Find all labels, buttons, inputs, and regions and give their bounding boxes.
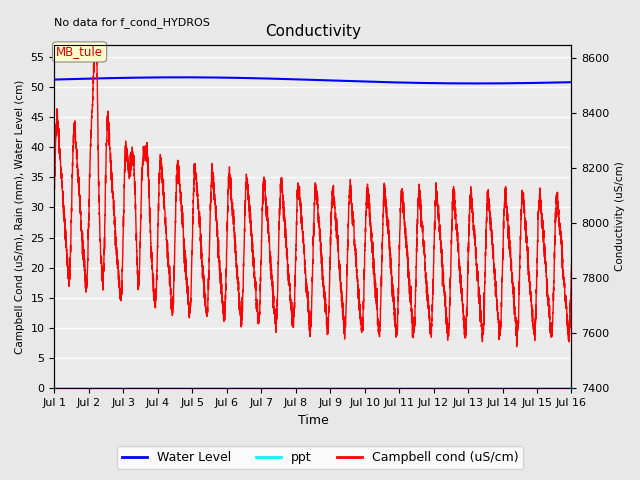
Y-axis label: Campbell Cond (uS/m), Rain (mm), Water Level (cm): Campbell Cond (uS/m), Rain (mm), Water L… [15,79,25,354]
Y-axis label: Conductivity (uS/cm): Conductivity (uS/cm) [615,162,625,271]
Title: Conductivity: Conductivity [265,24,361,39]
Legend: Water Level, ppt, Campbell cond (uS/cm): Water Level, ppt, Campbell cond (uS/cm) [116,446,524,469]
Text: MB_tule: MB_tule [56,46,103,59]
Text: No data for f_cond_HYDROS: No data for f_cond_HYDROS [54,17,211,28]
X-axis label: Time: Time [298,414,328,427]
